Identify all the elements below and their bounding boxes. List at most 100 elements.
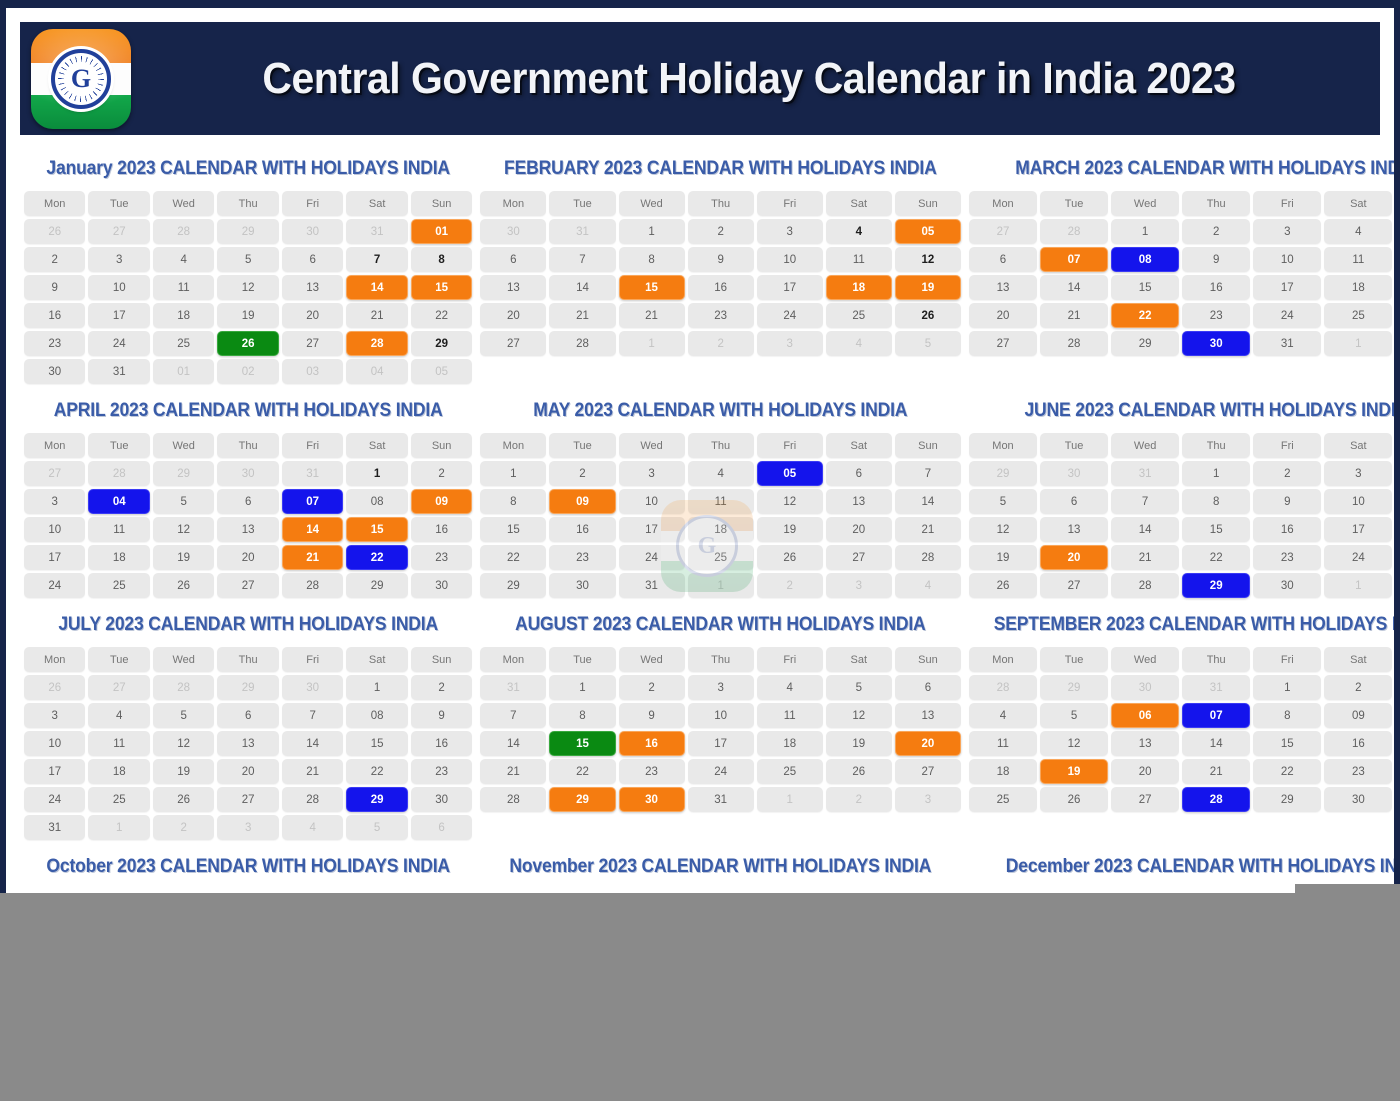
day-cell[interactable]: 4 bbox=[894, 573, 961, 598]
day-cell[interactable]: 20 bbox=[825, 517, 892, 542]
day-cell[interactable]: 25 bbox=[152, 331, 215, 356]
day-cell[interactable]: 12 bbox=[894, 247, 961, 272]
holiday-day-cell[interactable]: 28 bbox=[1182, 787, 1251, 812]
day-cell[interactable]: 29 bbox=[1111, 331, 1180, 356]
day-cell[interactable]: 30 bbox=[281, 219, 344, 244]
day-cell[interactable]: 30 bbox=[1324, 787, 1393, 812]
day-cell[interactable]: 28 bbox=[968, 675, 1038, 700]
day-cell[interactable]: 27 bbox=[825, 545, 892, 570]
day-cell[interactable]: 28 bbox=[480, 787, 547, 812]
day-cell[interactable]: 30 bbox=[410, 573, 473, 598]
day-cell[interactable]: 26 bbox=[968, 573, 1038, 598]
day-cell[interactable]: 02 bbox=[217, 359, 279, 384]
day-cell[interactable]: 26 bbox=[894, 303, 961, 328]
day-cell[interactable]: 17 bbox=[618, 517, 685, 542]
day-cell[interactable]: 1 bbox=[346, 461, 408, 486]
day-cell[interactable]: 31 bbox=[1253, 331, 1322, 356]
day-cell[interactable]: 27 bbox=[88, 675, 150, 700]
day-cell[interactable]: 24 bbox=[1324, 545, 1393, 570]
day-cell[interactable]: 15 bbox=[480, 517, 547, 542]
day-cell[interactable]: 19 bbox=[756, 517, 823, 542]
day-cell[interactable]: 1 bbox=[756, 787, 823, 812]
day-cell[interactable]: 28 bbox=[152, 675, 215, 700]
day-cell[interactable]: 22 bbox=[346, 759, 408, 784]
day-cell[interactable]: 11 bbox=[88, 517, 150, 542]
day-cell[interactable]: 27 bbox=[1111, 787, 1180, 812]
day-cell[interactable]: 22 bbox=[480, 545, 547, 570]
day-cell[interactable]: 2 bbox=[618, 675, 685, 700]
day-cell[interactable]: 15 bbox=[1182, 517, 1251, 542]
day-cell[interactable]: 4 bbox=[825, 219, 892, 244]
day-cell[interactable]: 6 bbox=[217, 489, 279, 514]
holiday-day-cell[interactable]: 09 bbox=[549, 489, 616, 514]
day-cell[interactable]: 22 bbox=[410, 303, 473, 328]
day-cell[interactable]: 04 bbox=[346, 359, 408, 384]
day-cell[interactable]: 30 bbox=[217, 461, 279, 486]
day-cell[interactable]: 7 bbox=[281, 703, 344, 728]
day-cell[interactable]: 1 bbox=[88, 815, 150, 840]
day-cell[interactable]: 5 bbox=[346, 815, 408, 840]
holiday-day-cell[interactable]: 08 bbox=[1111, 247, 1180, 272]
day-cell[interactable]: 23 bbox=[1324, 759, 1393, 784]
holiday-day-cell[interactable]: 15 bbox=[549, 731, 616, 756]
day-cell[interactable]: 27 bbox=[88, 219, 150, 244]
holiday-day-cell[interactable]: 29 bbox=[1182, 573, 1251, 598]
day-cell[interactable]: 28 bbox=[88, 461, 150, 486]
day-cell[interactable]: 25 bbox=[968, 787, 1038, 812]
day-cell[interactable]: 9 bbox=[687, 247, 754, 272]
day-cell[interactable]: 27 bbox=[480, 331, 547, 356]
day-cell[interactable]: 11 bbox=[88, 731, 150, 756]
day-cell[interactable]: 2 bbox=[825, 787, 892, 812]
day-cell[interactable]: 21 bbox=[894, 517, 961, 542]
day-cell[interactable]: 13 bbox=[1040, 517, 1109, 542]
day-cell[interactable]: 7 bbox=[480, 703, 547, 728]
day-cell[interactable]: 1 bbox=[1324, 331, 1393, 356]
day-cell[interactable]: 18 bbox=[756, 731, 823, 756]
day-cell[interactable]: 17 bbox=[24, 759, 86, 784]
day-cell[interactable]: 16 bbox=[1324, 731, 1393, 756]
day-cell[interactable]: 28 bbox=[1111, 573, 1180, 598]
day-cell[interactable]: 23 bbox=[549, 545, 616, 570]
day-cell[interactable]: 30 bbox=[480, 219, 547, 244]
day-cell[interactable]: 6 bbox=[825, 461, 892, 486]
day-cell[interactable]: 14 bbox=[549, 275, 616, 300]
day-cell[interactable]: 4 bbox=[88, 703, 150, 728]
day-cell[interactable]: 1 bbox=[1324, 573, 1393, 598]
day-cell[interactable]: 5 bbox=[152, 489, 215, 514]
day-cell[interactable]: 26 bbox=[24, 675, 86, 700]
day-cell[interactable]: 3 bbox=[756, 331, 823, 356]
day-cell[interactable]: 11 bbox=[1324, 247, 1393, 272]
day-cell[interactable]: 27 bbox=[1040, 573, 1109, 598]
day-cell[interactable]: 10 bbox=[618, 489, 685, 514]
day-cell[interactable]: 12 bbox=[756, 489, 823, 514]
day-cell[interactable]: 24 bbox=[687, 759, 754, 784]
day-cell[interactable]: 16 bbox=[410, 731, 473, 756]
day-cell[interactable]: 16 bbox=[1253, 517, 1322, 542]
holiday-day-cell[interactable]: 20 bbox=[894, 731, 961, 756]
day-cell[interactable]: 21 bbox=[549, 303, 616, 328]
day-cell[interactable]: 4 bbox=[281, 815, 344, 840]
day-cell[interactable]: 15 bbox=[1253, 731, 1322, 756]
day-cell[interactable]: 29 bbox=[346, 573, 408, 598]
day-cell[interactable]: 31 bbox=[346, 219, 408, 244]
day-cell[interactable]: 9 bbox=[618, 703, 685, 728]
day-cell[interactable]: 9 bbox=[410, 703, 473, 728]
day-cell[interactable]: 7 bbox=[346, 247, 408, 272]
day-cell[interactable]: 6 bbox=[894, 675, 961, 700]
day-cell[interactable]: 31 bbox=[1111, 461, 1180, 486]
day-cell[interactable]: 28 bbox=[1040, 219, 1109, 244]
day-cell[interactable]: 9 bbox=[24, 275, 86, 300]
day-cell[interactable]: 2 bbox=[410, 461, 473, 486]
day-cell[interactable]: 8 bbox=[1182, 489, 1251, 514]
day-cell[interactable]: 2 bbox=[687, 331, 754, 356]
day-cell[interactable]: 30 bbox=[549, 573, 616, 598]
holiday-day-cell[interactable]: 15 bbox=[410, 275, 473, 300]
day-cell[interactable]: 3 bbox=[756, 219, 823, 244]
day-cell[interactable]: 23 bbox=[24, 331, 86, 356]
day-cell[interactable]: 7 bbox=[1111, 489, 1180, 514]
day-cell[interactable]: 30 bbox=[1111, 675, 1180, 700]
holiday-day-cell[interactable]: 05 bbox=[756, 461, 823, 486]
day-cell[interactable]: 30 bbox=[24, 359, 86, 384]
day-cell[interactable]: 18 bbox=[88, 759, 150, 784]
day-cell[interactable]: 3 bbox=[88, 247, 150, 272]
